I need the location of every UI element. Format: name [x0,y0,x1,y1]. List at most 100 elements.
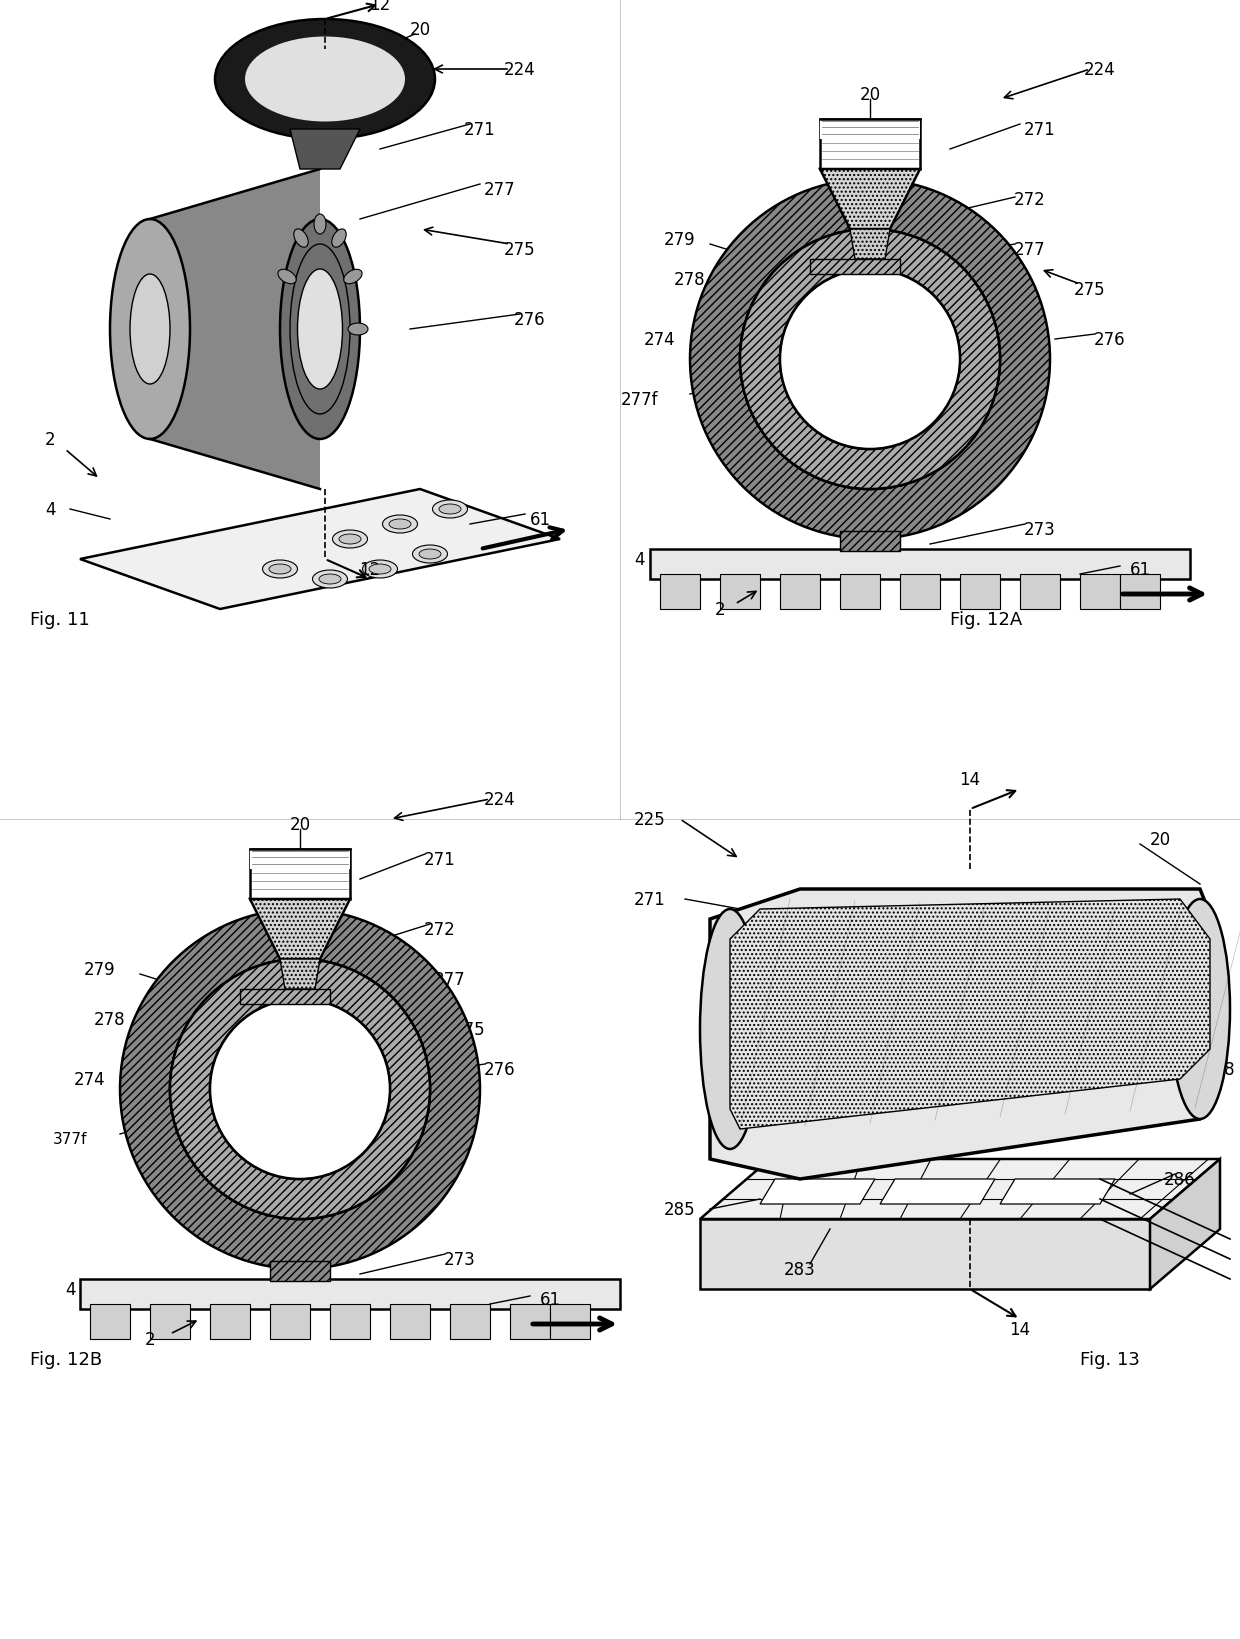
Polygon shape [290,129,360,170]
Bar [720,575,760,610]
Text: 276: 276 [484,1060,516,1078]
Text: 273: 273 [444,1251,476,1269]
Bar [650,549,1190,580]
Text: 224: 224 [484,790,516,808]
Bar [820,120,920,170]
Ellipse shape [348,325,368,336]
Text: 12: 12 [360,561,381,579]
Text: 224: 224 [1084,61,1116,79]
Ellipse shape [332,531,367,549]
Polygon shape [711,890,1220,1180]
Text: 278: 278 [94,1010,125,1028]
Text: 279: 279 [665,231,696,249]
Bar [91,1305,130,1339]
Bar [551,1305,590,1339]
Text: 277: 277 [484,180,516,198]
Bar [250,849,350,869]
Bar [81,1278,620,1310]
Circle shape [780,270,960,449]
Text: 225: 225 [634,811,666,828]
Ellipse shape [413,546,448,564]
Polygon shape [280,959,320,990]
Text: 2: 2 [145,1331,155,1349]
Ellipse shape [332,229,346,247]
Text: 375: 375 [454,1021,486,1039]
Ellipse shape [389,520,410,529]
Polygon shape [849,229,890,261]
Text: 275: 275 [1074,280,1106,298]
Text: 277: 277 [1014,241,1045,259]
Text: 2: 2 [45,431,56,449]
Ellipse shape [280,220,360,439]
Text: 20: 20 [289,816,310,834]
Text: 279: 279 [84,960,115,978]
Ellipse shape [370,565,391,575]
Text: 276: 276 [515,311,546,329]
Bar [839,575,880,610]
Bar [270,1262,330,1282]
Text: 20: 20 [859,85,880,103]
Text: 4: 4 [64,1280,76,1298]
Text: 224: 224 [505,61,536,79]
Text: 272: 272 [424,921,456,939]
Text: 272: 272 [1014,190,1045,208]
Ellipse shape [439,505,461,515]
Text: Fig. 12A: Fig. 12A [950,611,1022,629]
Bar [270,1305,310,1339]
Bar [210,1305,250,1339]
Text: 274: 274 [645,331,676,349]
Text: 20: 20 [409,21,430,39]
Text: 274: 274 [74,1070,105,1088]
Polygon shape [701,1219,1149,1290]
Polygon shape [1149,1159,1220,1290]
Circle shape [740,229,999,490]
Bar [900,575,940,610]
Ellipse shape [298,270,342,390]
Text: 278: 278 [675,270,706,288]
Bar [241,990,330,1005]
Text: 288: 288 [1204,1060,1236,1078]
Wedge shape [120,910,480,1269]
Bar [391,1305,430,1339]
Bar [450,1305,490,1339]
Text: Fig. 13: Fig. 13 [1080,1351,1140,1369]
Ellipse shape [130,275,170,385]
Ellipse shape [701,910,760,1149]
Text: 285: 285 [665,1200,696,1218]
Text: 14: 14 [960,770,981,788]
Ellipse shape [246,38,405,123]
Ellipse shape [433,500,467,518]
Bar [960,575,999,610]
Text: 271: 271 [464,121,496,139]
Text: 273: 273 [1024,521,1056,539]
Circle shape [210,1000,391,1180]
Ellipse shape [339,534,361,544]
Bar [330,1305,370,1339]
Text: 4: 4 [45,500,56,518]
Text: Fig. 12B: Fig. 12B [30,1351,102,1369]
Bar [1021,575,1060,610]
Bar [150,1305,190,1339]
Polygon shape [760,1180,875,1205]
Ellipse shape [343,270,362,285]
Text: 12: 12 [370,0,391,15]
Ellipse shape [269,565,291,575]
Text: Fig. 11: Fig. 11 [30,611,89,629]
Ellipse shape [215,20,435,139]
Ellipse shape [314,215,326,234]
Text: 61: 61 [1130,561,1151,579]
Text: 271: 271 [424,851,456,869]
Ellipse shape [362,561,398,579]
Circle shape [170,959,430,1219]
Polygon shape [880,1180,994,1205]
Polygon shape [820,170,920,229]
Ellipse shape [263,561,298,579]
Ellipse shape [319,575,341,585]
Ellipse shape [110,220,190,439]
Text: 275: 275 [505,241,536,259]
Text: 377: 377 [434,970,466,988]
Ellipse shape [419,549,441,559]
Ellipse shape [278,270,296,285]
Bar [839,531,900,552]
Wedge shape [740,229,999,490]
